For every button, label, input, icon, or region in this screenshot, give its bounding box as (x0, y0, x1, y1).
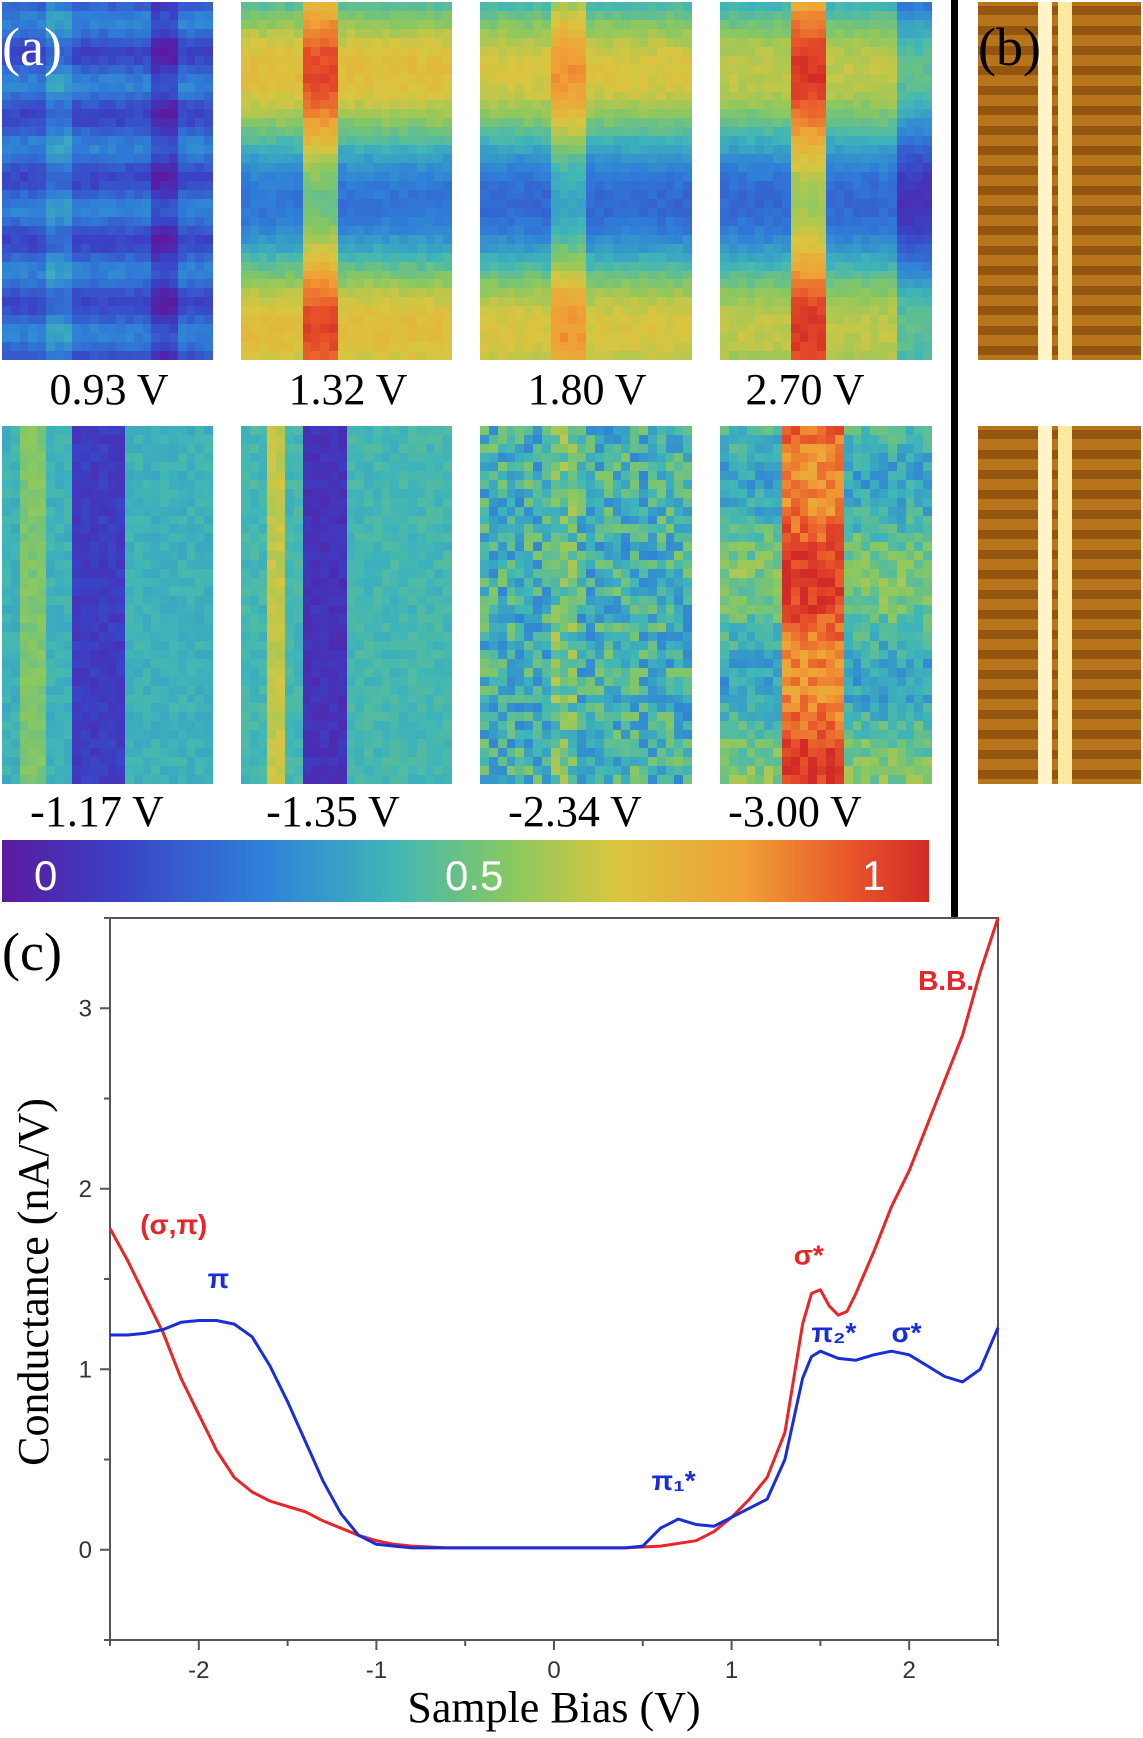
x-tick-label: 0 (547, 1657, 560, 1684)
bias-label-bottom-1: -1.35 V (218, 786, 448, 837)
y-axis-title: Conductance (nA/V) (9, 1098, 58, 1466)
y-tick-label: 1 (79, 1356, 92, 1383)
annotation-label: σ* (794, 1240, 824, 1271)
annotation-label: π₁* (652, 1465, 696, 1496)
stm-map-0.93V (2, 2, 213, 360)
bias-label-top-3: 2.70 V (690, 364, 920, 415)
colorbar-mid-label: 0.5 (445, 852, 503, 900)
y-tick-label: 0 (79, 1537, 92, 1564)
x-tick-label: -1 (366, 1657, 387, 1684)
stm-map-2.70V (720, 2, 932, 360)
stm-map-1.80V (480, 2, 692, 360)
series-line-blue (110, 1319, 1000, 1550)
stm-topograph-top (978, 2, 1141, 360)
stm-map--3.00V (720, 426, 932, 784)
y-tick-label: 3 (79, 995, 92, 1022)
colorbar-max-label: 1 (862, 852, 885, 900)
panel-divider (951, 0, 958, 917)
panel-label-c: (c) (2, 922, 62, 982)
stm-map--2.34V (480, 426, 692, 784)
bias-label-top-1: 1.32 V (233, 364, 463, 415)
annotation-label: B.B. (918, 965, 974, 996)
colorbar (2, 840, 929, 902)
x-tick-label: -2 (188, 1657, 209, 1684)
conductance-chart: -2 -1 0 1 2 0 1 2 3 B.B. (σ,π)π σ* π₂* σ* π₁* Sample … (2, 917, 1000, 1732)
stm-topograph-bottom (978, 426, 1141, 784)
series-line-red (108, 917, 1000, 1550)
bias-label-bottom-2: -2.34 V (460, 786, 690, 837)
bias-label-top-0: 0.93 V (0, 364, 224, 415)
y-tick-label: 2 (79, 1176, 92, 1203)
colorbar-min-label: 0 (34, 852, 57, 900)
panel-label-a: (a) (2, 20, 62, 74)
stm-map--1.17V (2, 426, 213, 784)
bias-label-bottom-0: -1.17 V (0, 786, 212, 837)
stm-map-1.32V (241, 2, 452, 360)
x-axis-title: Sample Bias (V) (407, 1683, 700, 1732)
stm-map--1.35V (241, 426, 452, 784)
bias-label-bottom-3: -3.00 V (680, 786, 910, 837)
bias-label-top-2: 1.80 V (472, 364, 702, 415)
panel-label-b: (b) (978, 20, 1041, 74)
x-tick-label: 1 (725, 1657, 738, 1684)
annotation-label: π₂* (812, 1317, 857, 1348)
plot-frame (109, 917, 999, 1641)
annotation-label: σ* (891, 1317, 921, 1348)
annotation-label: (σ,π) (140, 1209, 207, 1240)
annotation-label: π (208, 1263, 229, 1294)
x-tick-label: 2 (903, 1657, 916, 1684)
